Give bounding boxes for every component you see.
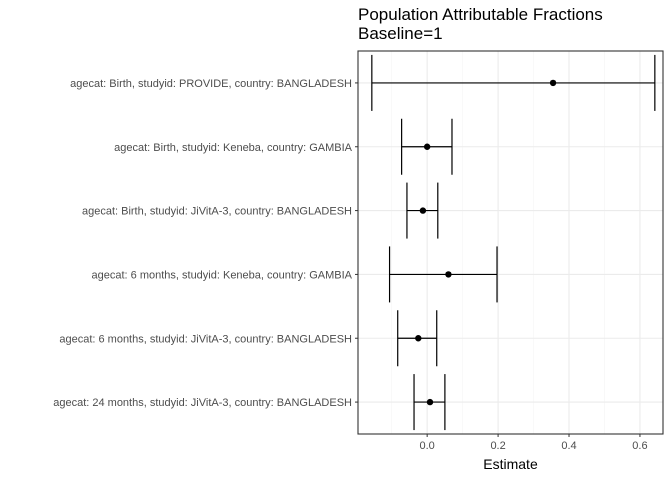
y-axis-label: agecat: Birth, studyid: Keneba, country:… (114, 142, 353, 154)
estimate-point (549, 79, 557, 87)
estimate-point (445, 271, 452, 278)
y-axis-label: agecat: 6 months, studyid: JiVitA-3, cou… (59, 333, 352, 345)
y-axis-label: agecat: Birth, studyid: JiVitA-3, countr… (82, 206, 352, 218)
estimate-marks (371, 54, 656, 431)
estimate-point (423, 143, 431, 150)
x-tick-label: 0.2 (490, 440, 505, 452)
estimate-point (426, 398, 434, 406)
estimate-point (415, 335, 422, 342)
panel-border (357, 50, 664, 435)
grid-lines (358, 51, 663, 434)
y-axis-label: agecat: 24 months, studyid: JiVitA-3, co… (53, 397, 352, 409)
panel-background (358, 51, 663, 434)
x-axis-ticks: 0.0 0.2 0.4 0.6 (420, 434, 648, 452)
y-axis-label: agecat: Birth, studyid: PROVIDE, country… (70, 78, 352, 90)
chart-subtitle: Baseline=1 (358, 24, 443, 43)
x-axis-title: Estimate (483, 456, 538, 472)
x-tick-label: 0.4 (561, 440, 576, 452)
x-tick-label: 0.6 (632, 440, 647, 452)
x-tick-label: 0.0 (420, 440, 435, 452)
chart-title: Population Attributable Fractions (358, 5, 603, 24)
y-axis-label: agecat: 6 months, studyid: Keneba, count… (92, 269, 353, 281)
estimate-point (419, 207, 427, 214)
y-axis-labels: agecat: Birth, studyid: PROVIDE, country… (53, 78, 358, 409)
